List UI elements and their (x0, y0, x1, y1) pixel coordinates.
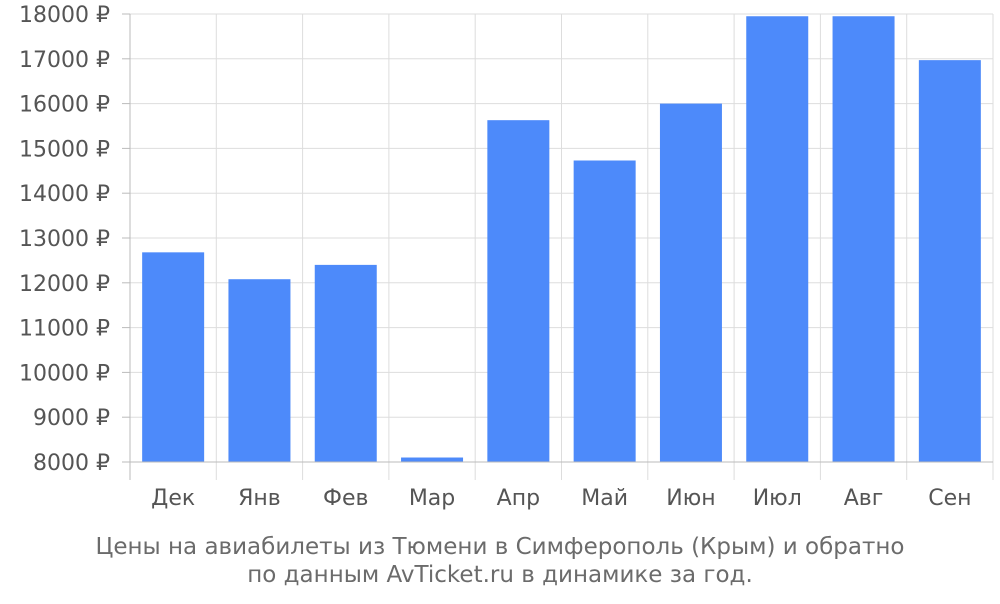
x-tick-label: Фев (323, 486, 368, 511)
bar-0 (142, 252, 205, 462)
chart-caption-line-2: по данным AvTicket.ru в динамике за год. (247, 562, 753, 588)
x-tick-label: Май (581, 486, 628, 511)
y-tick-label: 17000 ₽ (19, 48, 110, 73)
y-tick-label: 13000 ₽ (19, 227, 110, 252)
chart-caption-line-1: Цены на авиабилеты из Тюмени в Симферопо… (95, 534, 905, 560)
bar-8 (832, 16, 895, 463)
y-tick-label: 9000 ₽ (33, 406, 110, 431)
bar-7 (746, 16, 809, 463)
x-tick-label: Сен (928, 486, 971, 511)
bar-3 (401, 457, 464, 462)
bar-2 (314, 264, 377, 462)
bar-9 (918, 60, 981, 462)
y-tick-label: 14000 ₽ (19, 182, 110, 207)
x-tick-label: Июн (666, 486, 715, 511)
x-tick-label: Дек (151, 486, 195, 511)
x-tick-label: Авг (844, 486, 884, 511)
x-tick-label: Янв (238, 486, 281, 511)
y-tick-label: 10000 ₽ (19, 361, 110, 386)
y-tick-label: 18000 ₽ (19, 3, 110, 28)
bar-1 (228, 279, 291, 462)
y-tick-label: 12000 ₽ (19, 272, 110, 297)
y-tick-label: 11000 ₽ (19, 317, 110, 342)
y-tick-label: 8000 ₽ (33, 451, 110, 476)
bar-5 (573, 160, 636, 462)
y-tick-label: 15000 ₽ (19, 137, 110, 162)
bar-4 (487, 120, 550, 463)
x-tick-label: Апр (497, 486, 540, 511)
bar-6 (659, 103, 722, 462)
y-tick-label: 16000 ₽ (19, 93, 110, 118)
x-tick-label: Июл (753, 486, 802, 511)
x-tick-label: Мар (409, 486, 455, 511)
